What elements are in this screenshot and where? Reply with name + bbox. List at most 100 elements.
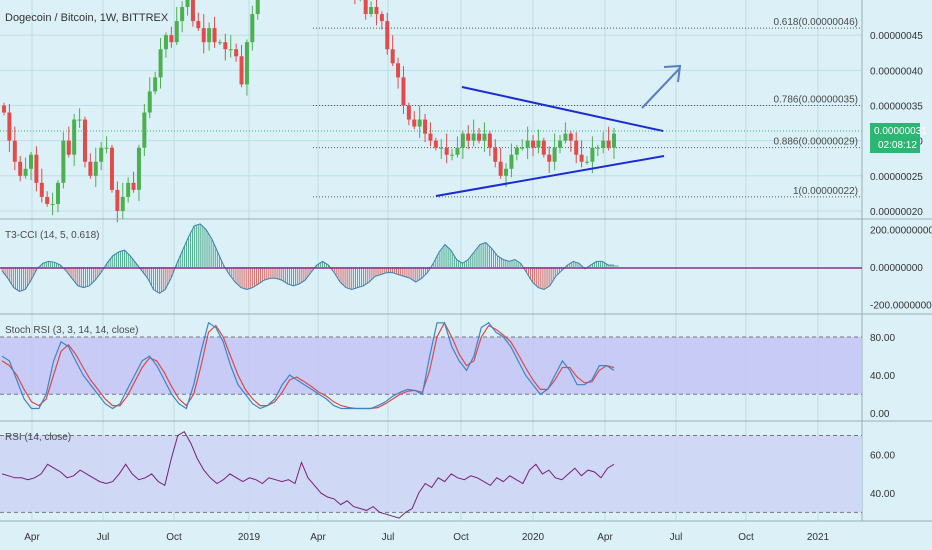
lower-trendline[interactable]: [435, 155, 665, 197]
candle-body: [579, 154, 584, 162]
candle-body: [585, 161, 590, 163]
rsi-tick-label: 60.00: [870, 451, 895, 462]
candle-body: [190, 0, 195, 22]
candle-body: [131, 182, 136, 190]
stoch-tick-label: 0.00: [870, 409, 890, 420]
candle-body: [180, 7, 185, 22]
rsi-panel[interactable]: RSI (14, close): [0, 431, 862, 519]
stoch-title: Stoch RSI (3, 3, 14, 14, close): [5, 325, 138, 336]
candle-body: [568, 133, 573, 141]
upper-trendline[interactable]: [461, 86, 664, 132]
candle-body: [2, 105, 6, 113]
candle-body: [520, 147, 525, 149]
candle-body: [45, 196, 50, 204]
candle-body: [450, 154, 455, 156]
stoch-rsi-panel[interactable]: Stoch RSI (3, 3, 14, 14, close): [0, 321, 862, 410]
candle-body: [18, 161, 23, 176]
candle-body: [185, 0, 190, 8]
rsi-line: [1, 431, 615, 519]
time-tick-label: Apr: [24, 532, 40, 543]
stoch-d-line: [1, 321, 615, 410]
candle-body: [115, 189, 120, 211]
candle-body: [255, 0, 260, 15]
candle-body: [514, 147, 519, 155]
fib-level-label: 0.618(0.00000046): [773, 17, 858, 28]
candle-body: [558, 140, 563, 148]
candle-body: [28, 154, 33, 169]
candle-body: [66, 140, 71, 155]
candle-body: [363, 0, 368, 15]
symbol-title: Dogecoin / Bitcoin, 1W, BITTREX: [5, 12, 169, 24]
candle-body: [72, 119, 77, 155]
stoch-k-line: [1, 321, 615, 410]
candle-body: [482, 133, 487, 141]
stoch-tick-label: 80.00: [870, 333, 895, 344]
time-tick-label: Oct: [453, 532, 469, 543]
stoch-tick-label: 40.00: [870, 371, 895, 382]
candle-body: [163, 35, 168, 50]
time-tick-label: Apr: [597, 532, 613, 543]
candle-body: [207, 28, 212, 43]
t3-cci-panel[interactable]: T3-CCI (14, 5, 0.618): [0, 223, 862, 294]
candle-body: [369, 7, 374, 15]
candle-body: [50, 203, 55, 205]
candle-body: [406, 105, 411, 120]
trendlines[interactable]: [435, 64, 682, 197]
price-panel[interactable]: 0.618(0.00000046) 0.786(0.00000035) 0.886(…: [0, 0, 862, 223]
candle-body: [196, 21, 201, 29]
candle-body: [509, 154, 514, 169]
candle-body: [153, 77, 158, 92]
candle-body: [396, 63, 401, 78]
fib-level-label: 0.786(0.00000035): [773, 94, 858, 105]
candle-body: [147, 91, 152, 113]
time-axis[interactable]: Apr Jul Oct 2019 Apr Jul Oct 2020 Apr Jul Oct 2021: [24, 532, 829, 543]
candle-body: [142, 112, 147, 148]
time-tick-label: Jul: [97, 532, 110, 543]
candle-body: [574, 140, 579, 155]
candle-body: [120, 196, 125, 211]
price-tick-label: 0.00000035: [870, 101, 923, 112]
candle-body: [223, 42, 228, 50]
candle-body: [439, 147, 444, 149]
candle-body: [417, 119, 422, 127]
candle-body: [126, 182, 131, 197]
rsi-tick-label: 40.00: [870, 489, 895, 500]
time-tick-label: Jul: [670, 532, 683, 543]
candle-body: [228, 49, 233, 51]
candle-body: [34, 154, 39, 183]
price-tick-label: 0.00000025: [870, 172, 923, 183]
candle-body: [601, 140, 606, 148]
price-tick-label: 0.00000040: [870, 66, 923, 77]
candle-body: [531, 140, 536, 148]
candle-body: [498, 161, 503, 176]
candle-body: [169, 35, 174, 43]
candle-body: [493, 147, 498, 162]
candle-body: [385, 21, 390, 50]
candle-body: [12, 140, 17, 162]
candle-body: [595, 147, 600, 149]
cci-tick-label: 0.00000000: [870, 263, 923, 274]
candle-body: [158, 49, 163, 78]
candle-body: [423, 119, 428, 134]
candle-body: [552, 147, 557, 162]
candle-body: [99, 147, 104, 162]
candle-body: [55, 182, 60, 204]
time-tick-label: Oct: [738, 532, 754, 543]
candle-body: [104, 147, 109, 149]
candle-body: [401, 77, 406, 106]
candle-body: [374, 7, 379, 15]
candle-body: [471, 133, 476, 141]
candle-body: [504, 168, 509, 176]
candle-body: [201, 28, 206, 43]
candle-body: [390, 49, 395, 64]
candle-body: [136, 147, 141, 190]
cci-title: T3-CCI (14, 5, 0.618): [5, 230, 99, 241]
fib-level-label: 0.886(0.00000029): [773, 137, 858, 148]
candles: [2, 0, 616, 223]
candle-body: [590, 147, 595, 162]
time-tick-label: Oct: [166, 532, 182, 543]
candle-body: [82, 119, 87, 162]
candle-body: [239, 56, 244, 85]
candle-body: [93, 161, 98, 176]
